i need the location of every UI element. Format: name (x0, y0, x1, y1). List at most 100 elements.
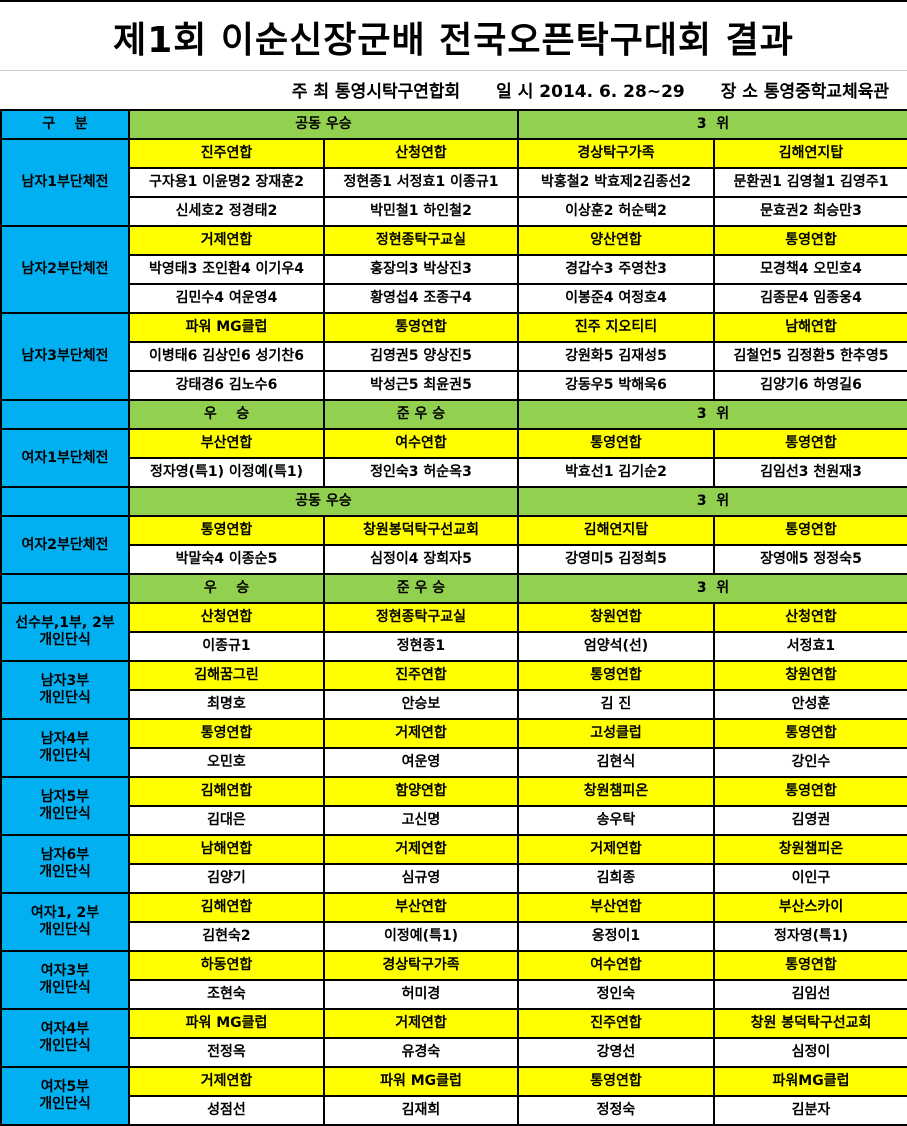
rank-header-cell: 3 위 (517, 486, 907, 517)
table-row: 이종규1 정현종1 엄양석(선) 서정효1 (1, 631, 907, 662)
table-row: 남자5부 개인단식 김해연합 함양연합 창원챔피온 통영연합 (0, 776, 907, 836)
division-label-cell: 남자1부단체전 (0, 138, 130, 227)
player-names-cell: 정인숙3 허순옥3 (323, 457, 519, 488)
player-names-cell: 장영애5 정정숙5 (713, 544, 907, 575)
player-names-cell: 정인숙 (517, 979, 715, 1010)
division-label-cell: 남자2부단체전 (0, 225, 130, 314)
player-names-cell: 안성훈 (713, 689, 907, 720)
table-row: 김민수4 여운영4 황영섭4 조종구4 이봉준4 여정호4 김종문4 임종웅4 (1, 283, 907, 314)
player-names-cell: 김양기 (128, 863, 325, 894)
rank-header-cell: 준 우 승 (323, 573, 519, 604)
table-row: 여자4부 개인단식 파워 MG클럽 거제연합 진주연합 창원 봉덕탁구선교회 (0, 1008, 907, 1068)
player-names-cell: 김대은 (128, 805, 325, 836)
team-name-cell: 통영연합 (128, 718, 325, 749)
player-names-cell: 강영미5 김정희5 (517, 544, 715, 575)
team-name-cell: 여수연합 (323, 428, 519, 459)
player-names-cell: 박민철1 하인철2 (323, 196, 519, 227)
player-names-cell: 옹정이1 (517, 921, 715, 952)
team-name-cell: 창원봉덕탁구선교회 (323, 515, 519, 546)
player-names-cell: 정자영(특1) (713, 921, 907, 952)
team-name-cell: 산청연합 (323, 138, 519, 169)
player-names-cell: 김현식 (517, 747, 715, 778)
table-row: 선수부,1부, 2부 개인단식 산청연합 정현종탁구교실 창원연합 산청연합 (0, 602, 907, 662)
team-name-cell: 창원챔피온 (713, 834, 907, 865)
team-name-cell: 통영연합 (713, 718, 907, 749)
player-names-cell: 황영섭4 조종구4 (323, 283, 519, 314)
team-name-cell: 거제연합 (323, 718, 519, 749)
event-venue: 장 소 통영중학교체육관 (720, 82, 889, 102)
table-row: 전정옥 유경숙 강영선 심정이 (1, 1037, 907, 1068)
table-row: 박영태3 조인환4 이기우4 홍장의3 박상진3 경갑수3 주영찬3 모경책4 오민호… (1, 254, 907, 285)
player-names-cell: 김종문4 임종웅4 (713, 283, 907, 314)
team-name-cell: 산청연합 (713, 602, 907, 633)
player-names-cell: 김양기6 하영길6 (713, 370, 907, 401)
division-label-cell: 여자4부 개인단식 (0, 1008, 130, 1068)
division-label-cell: 남자3부단체전 (0, 312, 130, 401)
player-names-cell: 엄양석(선) (517, 631, 715, 662)
team-name-cell: 통영연합 (713, 776, 907, 807)
table-row: 남자4부 개인단식 통영연합 거제연합 고성클럽 통영연합 (0, 718, 907, 778)
team-name-cell: 김해연합 (128, 892, 325, 923)
table-row: 김양기 심규영 김희종 이인구 (1, 863, 907, 894)
division-label-cell: 여자1부단체전 (0, 428, 130, 488)
team-name-cell: 통영연합 (517, 428, 715, 459)
player-names-cell: 이인구 (713, 863, 907, 894)
division-spacer-cell (0, 573, 130, 604)
division-label-cell: 남자3부 개인단식 (0, 660, 130, 720)
player-names-cell: 김민수4 여운영4 (128, 283, 325, 314)
page-title: 제1회 이순신장군배 전국오픈탁구대회 결과 (0, 2, 907, 71)
team-name-cell: 김해꿈그린 (128, 660, 325, 691)
team-name-cell: 통영연합 (517, 1066, 715, 1097)
table-row: 여자3부 개인단식 하동연합 경상탁구가족 여수연합 통영연합 (0, 950, 907, 1010)
table-row: 최명호 안승보 김 진 안성훈 (1, 689, 907, 720)
player-names-cell: 안승보 (323, 689, 519, 720)
team-name-cell: 정현종탁구교실 (323, 602, 519, 633)
table-row: 여자5부 개인단식 거제연합 파워 MG클럽 통영연합 파워MG클럽 (0, 1066, 907, 1126)
player-names-cell: 이병태6 김상인6 성기찬6 (128, 341, 325, 372)
table-row: 김현숙2 이정예(특1) 옹정이1 정자영(특1) (1, 921, 907, 952)
team-name-cell: 진주연합 (323, 660, 519, 691)
team-name-cell: 김해연합 (128, 776, 325, 807)
player-names-cell: 이상훈2 허순택2 (517, 196, 715, 227)
team-name-cell: 진주연합 (128, 138, 325, 169)
rank-header-cell: 준 우 승 (323, 399, 519, 430)
team-name-cell: 정현종탁구교실 (323, 225, 519, 256)
table-row: 구 분 공동 우승 3 위 (0, 109, 907, 140)
team-name-cell: 거제연합 (323, 834, 519, 865)
player-names-cell: 박말숙4 이종순5 (128, 544, 325, 575)
table-row: 조현숙 허미경 정인숙 김임선 (1, 979, 907, 1010)
division-label-cell: 남자5부 개인단식 (0, 776, 130, 836)
team-name-cell: 부산연합 (128, 428, 325, 459)
table-row: 구자용1 이윤명2 장재훈2 정현종1 서정효1 이종규1 박홍철2 박효제2김종선… (1, 167, 907, 198)
player-names-cell: 신세호2 정경태2 (128, 196, 325, 227)
event-host: 주 최 통영시탁구연합회 (291, 82, 461, 102)
division-label-cell: 구 분 (0, 109, 130, 140)
player-names-cell: 김영권 (713, 805, 907, 836)
player-names-cell: 강인수 (713, 747, 907, 778)
division-label-cell: 남자6부 개인단식 (0, 834, 130, 894)
team-name-cell: 거제연합 (517, 834, 715, 865)
team-name-cell: 남해연합 (128, 834, 325, 865)
table-row: 남자2부단체전 거제연합 정현종탁구교실 양산연합 통영연합 (0, 225, 907, 314)
team-name-cell: 거제연합 (128, 1066, 325, 1097)
team-name-cell: 창원연합 (713, 660, 907, 691)
table-row: 공동 우승 3 위 (0, 486, 907, 517)
player-names-cell: 박성근5 최윤권5 (323, 370, 519, 401)
rank-header-cell: 공동 우승 (128, 109, 519, 140)
rank-header-cell: 우 승 (128, 573, 325, 604)
player-names-cell: 강동우5 박해욱6 (517, 370, 715, 401)
team-name-cell: 통영연합 (517, 660, 715, 691)
team-name-cell: 파워 MG클럽 (128, 1008, 325, 1039)
player-names-cell: 문환권1 김영철1 김영주1 (713, 167, 907, 198)
team-name-cell: 부산스카이 (713, 892, 907, 923)
player-names-cell: 박영태3 조인환4 이기우4 (128, 254, 325, 285)
team-name-cell: 창원연합 (517, 602, 715, 633)
player-names-cell: 조현숙 (128, 979, 325, 1010)
team-name-cell: 파워MG클럽 (713, 1066, 907, 1097)
team-name-cell: 경상탁구가족 (517, 138, 715, 169)
player-names-cell: 강원화5 김재성5 (517, 341, 715, 372)
table-row: 남자3부 개인단식 김해꿈그린 진주연합 통영연합 창원연합 (0, 660, 907, 720)
